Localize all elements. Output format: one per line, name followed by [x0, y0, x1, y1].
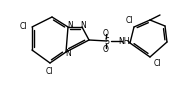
Text: NH: NH — [118, 36, 130, 45]
Text: O: O — [103, 28, 109, 37]
Text: O: O — [103, 44, 109, 53]
Text: Cl: Cl — [45, 66, 53, 76]
Text: S: S — [105, 36, 109, 45]
Text: N: N — [67, 21, 73, 30]
Text: N: N — [80, 21, 86, 30]
Text: N: N — [65, 49, 71, 58]
Text: Cl: Cl — [125, 16, 133, 24]
Text: Cl: Cl — [153, 58, 161, 68]
Text: Cl: Cl — [19, 21, 27, 31]
